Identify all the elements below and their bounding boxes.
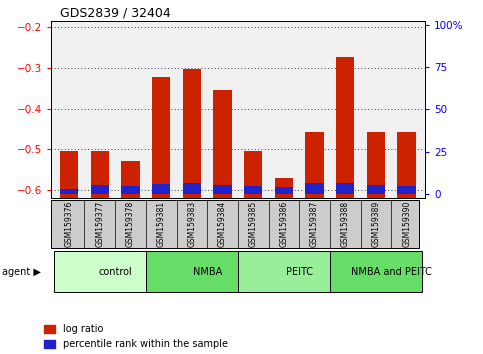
Text: NMBA and PEITC: NMBA and PEITC — [351, 267, 432, 277]
Bar — [238, 251, 330, 292]
Text: GSM159385: GSM159385 — [249, 201, 258, 247]
Text: GSM159381: GSM159381 — [156, 201, 166, 247]
Text: NMBA: NMBA — [193, 267, 222, 277]
Bar — [152, 78, 170, 198]
Bar — [275, 178, 293, 198]
Bar — [336, 183, 355, 194]
Bar — [183, 183, 201, 194]
Bar — [305, 183, 324, 194]
Legend: log ratio, percentile rank within the sample: log ratio, percentile rank within the sa… — [43, 324, 228, 349]
Bar — [183, 69, 201, 198]
Bar — [60, 189, 78, 194]
Text: agent ▶: agent ▶ — [2, 267, 41, 277]
Text: GSM159387: GSM159387 — [310, 201, 319, 247]
Text: PEITC: PEITC — [286, 267, 313, 277]
Bar — [213, 185, 232, 194]
Bar — [305, 132, 324, 198]
Text: GSM159384: GSM159384 — [218, 201, 227, 247]
Bar — [398, 185, 416, 194]
Text: GSM159376: GSM159376 — [65, 201, 73, 247]
Bar — [60, 151, 78, 198]
Text: GSM159388: GSM159388 — [341, 201, 350, 247]
Text: GSM159377: GSM159377 — [95, 201, 104, 247]
Text: GSM159383: GSM159383 — [187, 201, 197, 247]
Bar — [121, 187, 140, 194]
Bar — [367, 132, 385, 198]
Bar — [275, 187, 293, 194]
Text: GSM159390: GSM159390 — [402, 201, 411, 247]
Bar — [330, 251, 422, 292]
Bar — [398, 132, 416, 198]
Bar — [91, 185, 109, 194]
Bar — [146, 251, 238, 292]
Bar — [367, 185, 385, 194]
Text: control: control — [98, 267, 132, 277]
Text: GSM159386: GSM159386 — [279, 201, 288, 247]
Text: GSM159389: GSM159389 — [371, 201, 381, 247]
Text: GDS2839 / 32404: GDS2839 / 32404 — [60, 6, 171, 19]
Bar — [121, 161, 140, 198]
Bar — [336, 57, 355, 198]
Bar — [213, 90, 232, 198]
Bar — [244, 185, 262, 194]
Text: GSM159378: GSM159378 — [126, 201, 135, 247]
Bar — [91, 151, 109, 198]
Bar — [54, 251, 146, 292]
Bar — [244, 152, 262, 198]
Bar — [152, 184, 170, 194]
